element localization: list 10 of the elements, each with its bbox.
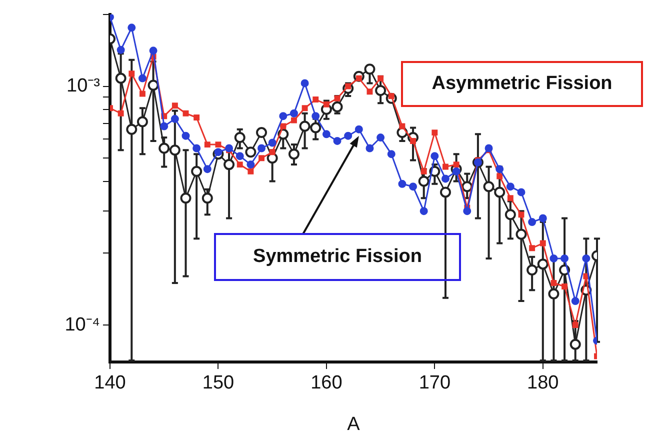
y-tick-label: 10⁻³ [66,76,100,97]
x-tick-label: 140 [94,372,126,394]
y-tick-label: 10⁻⁴ [64,314,100,336]
x-axis-title: A [347,414,360,435]
x-tick-label: 180 [527,372,559,394]
annotation: Symmetric Fission [253,246,422,268]
x-tick-label: 160 [310,372,342,394]
x-tick-label: 170 [418,372,451,394]
x-tick-label: 150 [202,372,234,394]
annotation: Asymmetric Fission [432,73,612,94]
